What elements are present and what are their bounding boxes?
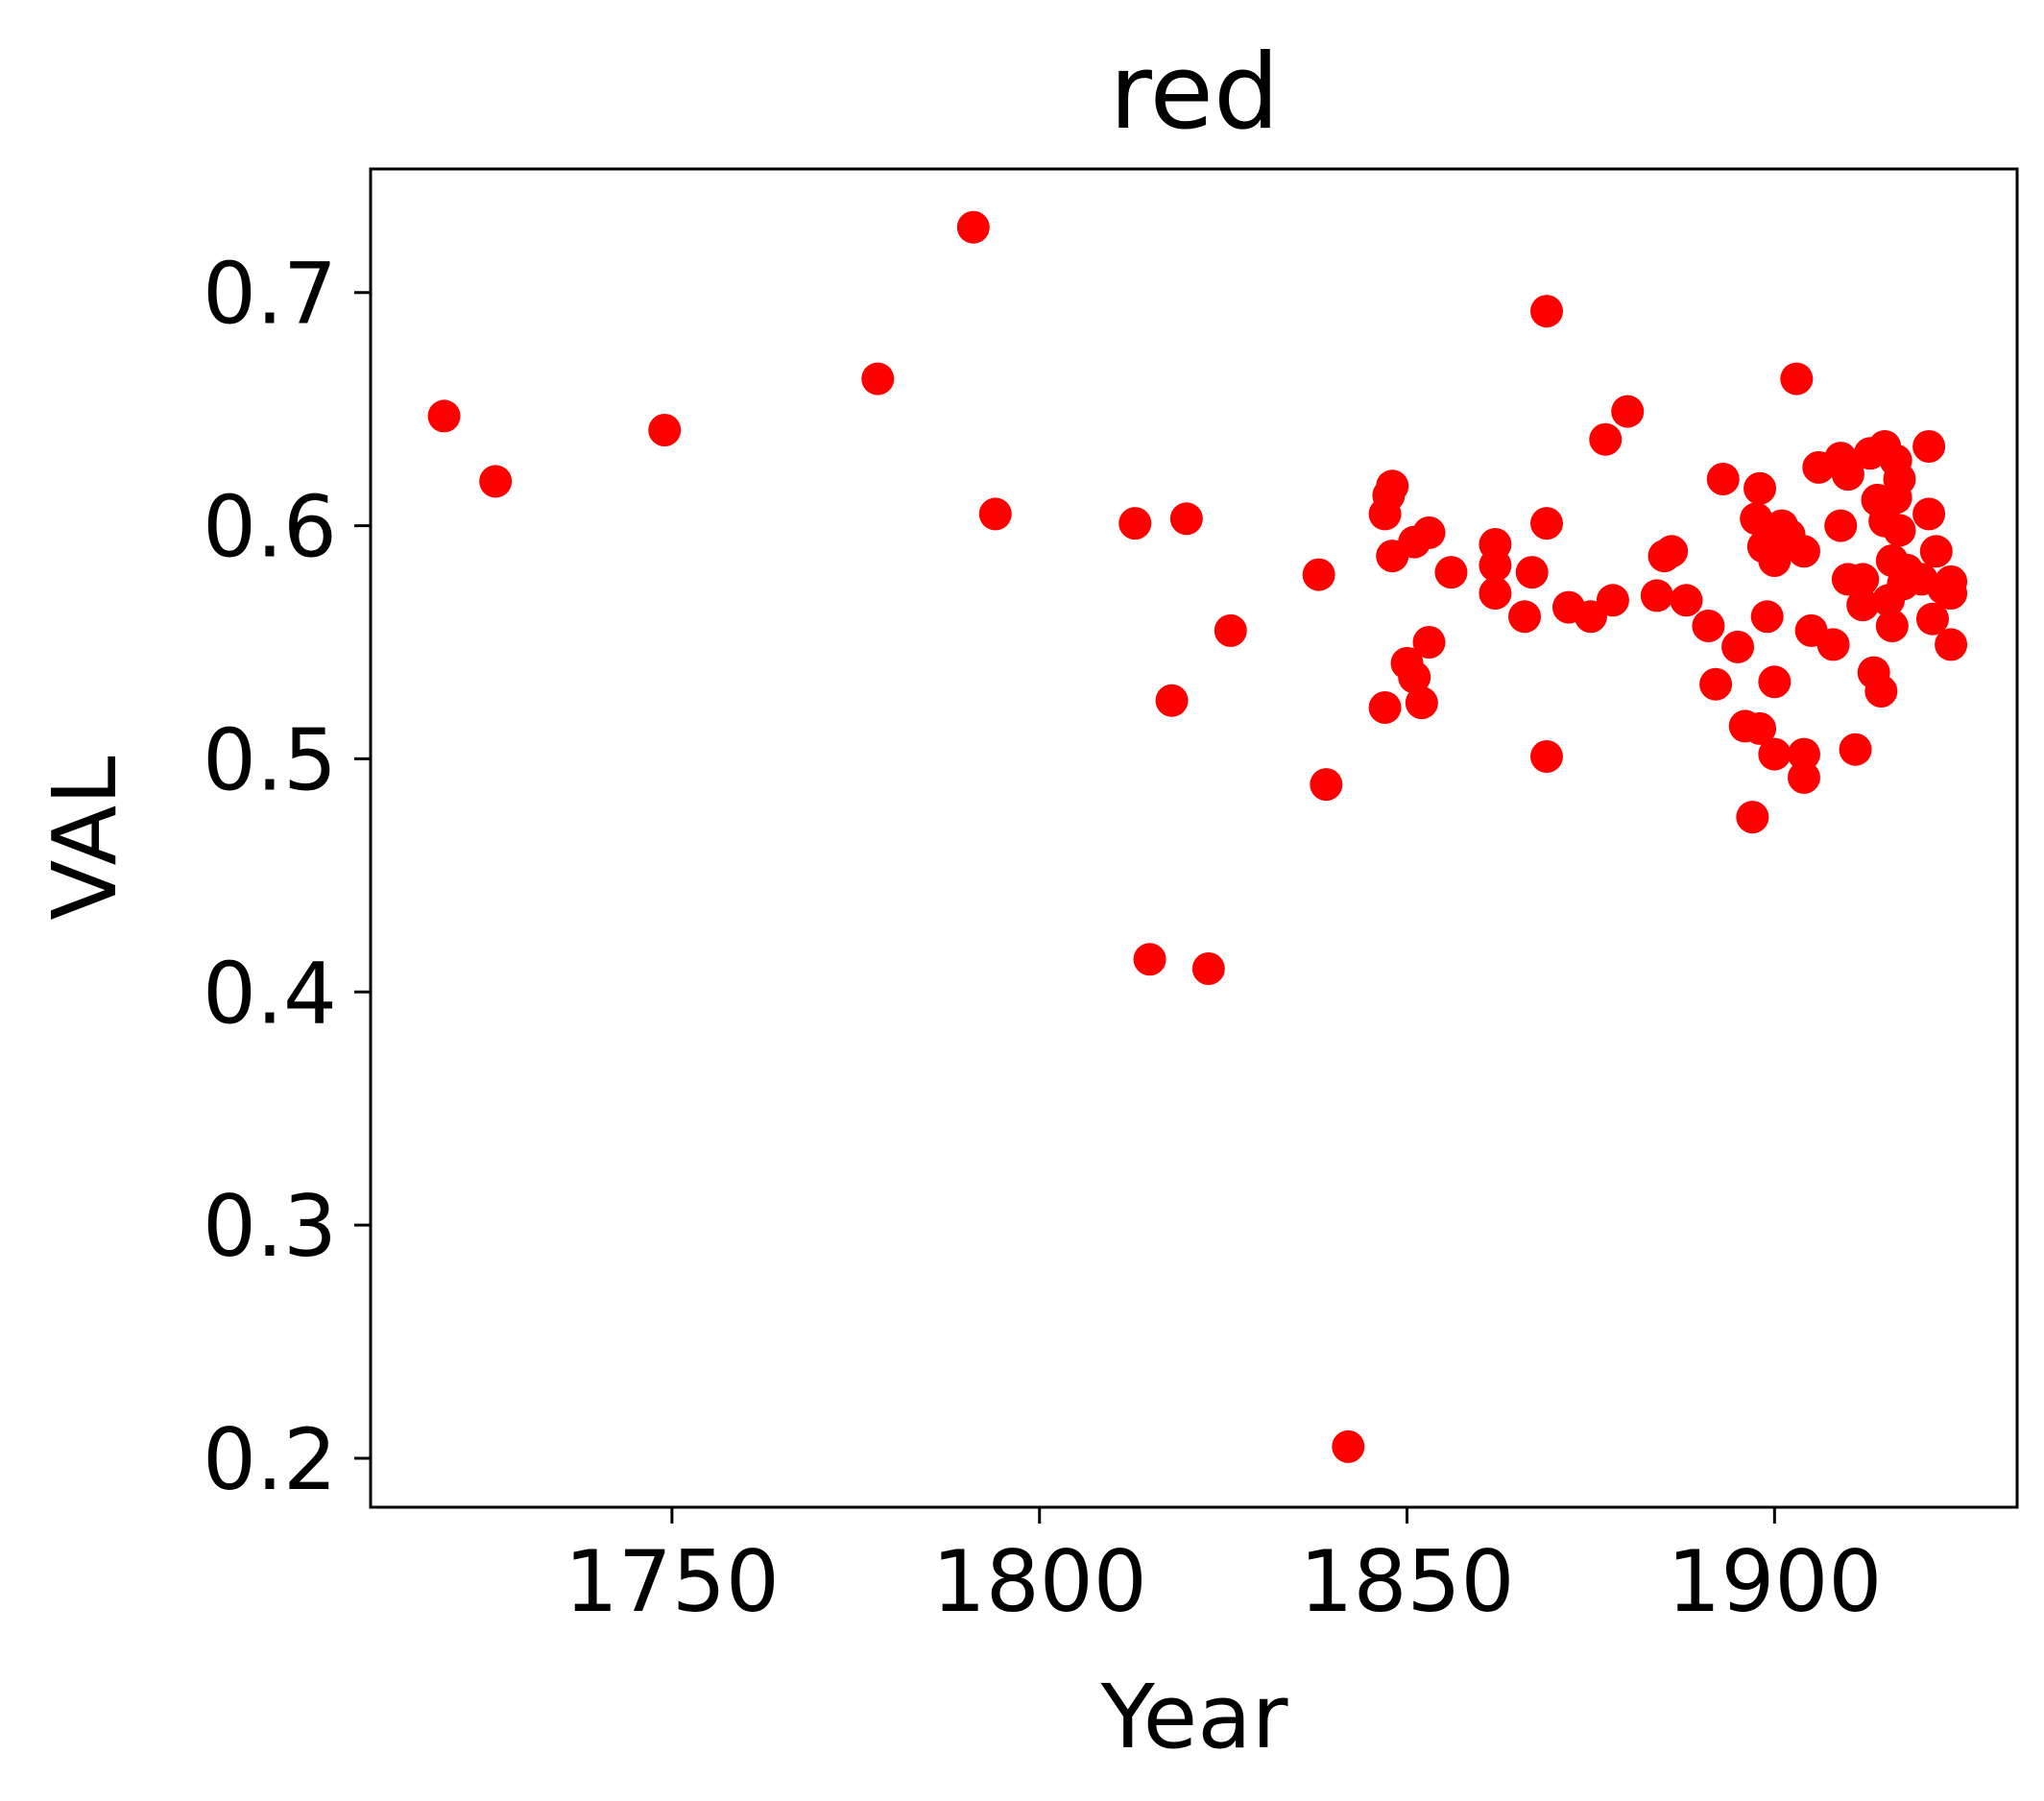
data-point [1596, 584, 1629, 617]
y-tick-label: 0.4 [203, 944, 337, 1043]
data-point [1302, 558, 1335, 591]
data-point [1412, 516, 1446, 549]
data-point [479, 465, 513, 498]
data-point [1479, 548, 1512, 582]
data-point [1743, 471, 1777, 505]
data-point [978, 497, 1012, 531]
plot-frame [369, 167, 2019, 1509]
data-point [1670, 584, 1703, 617]
data-point [1758, 665, 1792, 699]
data-point [1508, 600, 1542, 634]
y-tick-label: 0.2 [203, 1410, 337, 1509]
chart-title: red [1109, 33, 1279, 153]
data-point [1780, 362, 1814, 396]
scatter-points [427, 210, 1968, 1463]
data-point [1530, 507, 1563, 540]
y-axis-ticks: 0.2 0.3 0.4 0.5 0.6 0.7 [203, 245, 371, 1509]
data-point [1368, 691, 1402, 724]
data-point [1310, 768, 1343, 802]
data-point [1883, 514, 1916, 547]
x-tick-label: 1750 [565, 1532, 780, 1631]
data-point [956, 210, 990, 244]
data-point [1912, 497, 1946, 531]
data-point [1155, 684, 1189, 717]
data-point [1824, 509, 1858, 542]
data-point [1706, 463, 1740, 495]
x-tick-label: 1900 [1667, 1532, 1882, 1631]
data-point [1515, 556, 1549, 589]
x-axis-ticks: 1750 1800 1850 1900 [565, 1507, 1882, 1631]
data-point [1530, 295, 1563, 328]
data-point [1743, 711, 1777, 745]
x-axis-label: Year [1100, 1666, 1288, 1768]
data-point [1169, 502, 1203, 536]
data-point [1919, 535, 1953, 568]
data-point [1530, 740, 1563, 773]
y-axis-label: VAL [34, 756, 136, 920]
y-tick-label: 0.7 [203, 245, 337, 344]
x-tick-label: 1800 [932, 1532, 1147, 1631]
data-point [1846, 563, 1880, 596]
data-point [1640, 579, 1673, 612]
data-point [1787, 737, 1820, 771]
data-point [648, 414, 682, 446]
data-point [1398, 660, 1431, 694]
data-point [1332, 1429, 1365, 1463]
data-point [1875, 610, 1909, 642]
data-point [1133, 943, 1166, 976]
data-point [1479, 577, 1512, 610]
data-point [1699, 667, 1733, 701]
data-point [1864, 675, 1898, 708]
data-point [1935, 628, 1968, 661]
data-point [1589, 422, 1623, 456]
y-tick-label: 0.6 [203, 478, 337, 577]
data-point [1434, 556, 1468, 589]
data-point [1376, 469, 1409, 503]
data-point [1787, 760, 1820, 794]
data-point [1758, 737, 1792, 771]
data-point [1883, 463, 1916, 495]
data-point [1935, 577, 1968, 610]
data-point [1118, 507, 1152, 540]
data-point [1846, 588, 1880, 622]
y-tick-label: 0.5 [203, 710, 337, 809]
data-point [861, 362, 895, 396]
data-point [1750, 600, 1784, 634]
data-point [1787, 535, 1820, 568]
data-point [1405, 686, 1438, 720]
data-point [1214, 613, 1247, 647]
data-point [1839, 732, 1872, 766]
data-point [1721, 630, 1755, 663]
data-point [1915, 602, 1949, 636]
data-point [427, 399, 461, 433]
y-tick-label: 0.3 [203, 1177, 337, 1276]
data-point [1412, 626, 1446, 659]
data-point [1611, 395, 1645, 428]
data-point [1831, 458, 1864, 492]
data-point [1816, 628, 1850, 661]
data-point [1740, 502, 1773, 536]
data-point [1912, 430, 1946, 463]
x-tick-label: 1850 [1300, 1532, 1515, 1631]
data-point [1655, 535, 1689, 568]
data-point [1692, 610, 1725, 642]
data-point [1191, 952, 1225, 985]
data-point [1736, 801, 1769, 834]
